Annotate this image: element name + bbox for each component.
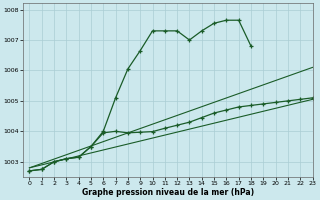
X-axis label: Graphe pression niveau de la mer (hPa): Graphe pression niveau de la mer (hPa) [82, 188, 254, 197]
